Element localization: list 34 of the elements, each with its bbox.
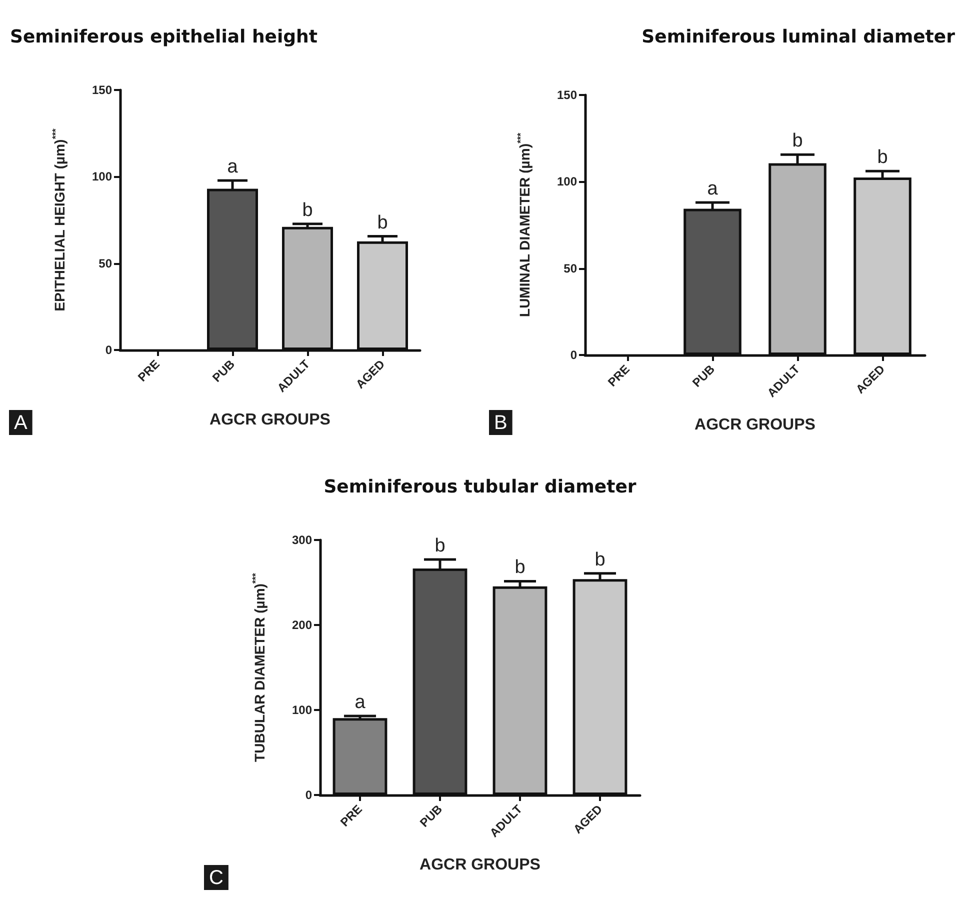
chart-title: Seminiferous tubular diameter: [324, 476, 636, 498]
y-tick-label: 0: [305, 788, 312, 802]
text: C: [209, 867, 224, 889]
y-tick-label: 150: [92, 83, 112, 97]
text: B: [494, 412, 508, 434]
annotation: a: [707, 178, 718, 200]
chart-title: Seminiferous epithelial height: [10, 26, 318, 48]
y-tick-label: 100: [292, 703, 312, 717]
y-tick-label: 200: [292, 618, 312, 632]
y-tick-label: 50: [564, 261, 578, 276]
y-tick-label: 100: [556, 174, 578, 189]
y-axis-title: EPITHELIAL HEIGHT (µm)***: [50, 128, 68, 312]
text: A: [14, 412, 28, 434]
y-tick-label: 0: [570, 348, 578, 362]
y-tick-label: 0: [105, 343, 112, 357]
x-axis-title: AGCR GROUPS: [694, 416, 816, 434]
annotation: b: [377, 212, 388, 234]
annotation: b: [514, 557, 526, 578]
x-axis-title: AGCR GROUPS: [420, 856, 541, 874]
annotation: b: [594, 549, 606, 570]
annotation: b: [877, 147, 888, 168]
y-tick-label: 100: [92, 170, 112, 184]
annotation: b: [302, 200, 313, 221]
y-axis-title: TUBULAR DIAMETER (µm)***: [250, 572, 268, 762]
annotation: a: [227, 156, 238, 178]
annotation: b: [434, 536, 446, 557]
y-tick-label: 150: [556, 88, 578, 102]
chart-title: Seminiferous luminal diameter: [642, 26, 956, 48]
annotation: a: [354, 692, 366, 713]
y-tick-label: 300: [292, 533, 312, 547]
y-tick-label: 50: [98, 256, 112, 270]
annotation: b: [792, 130, 803, 152]
x-axis-title: AGCR GROUPS: [210, 412, 331, 428]
y-axis-title: LUMINAL DIAMETER (µm)***: [516, 132, 532, 317]
